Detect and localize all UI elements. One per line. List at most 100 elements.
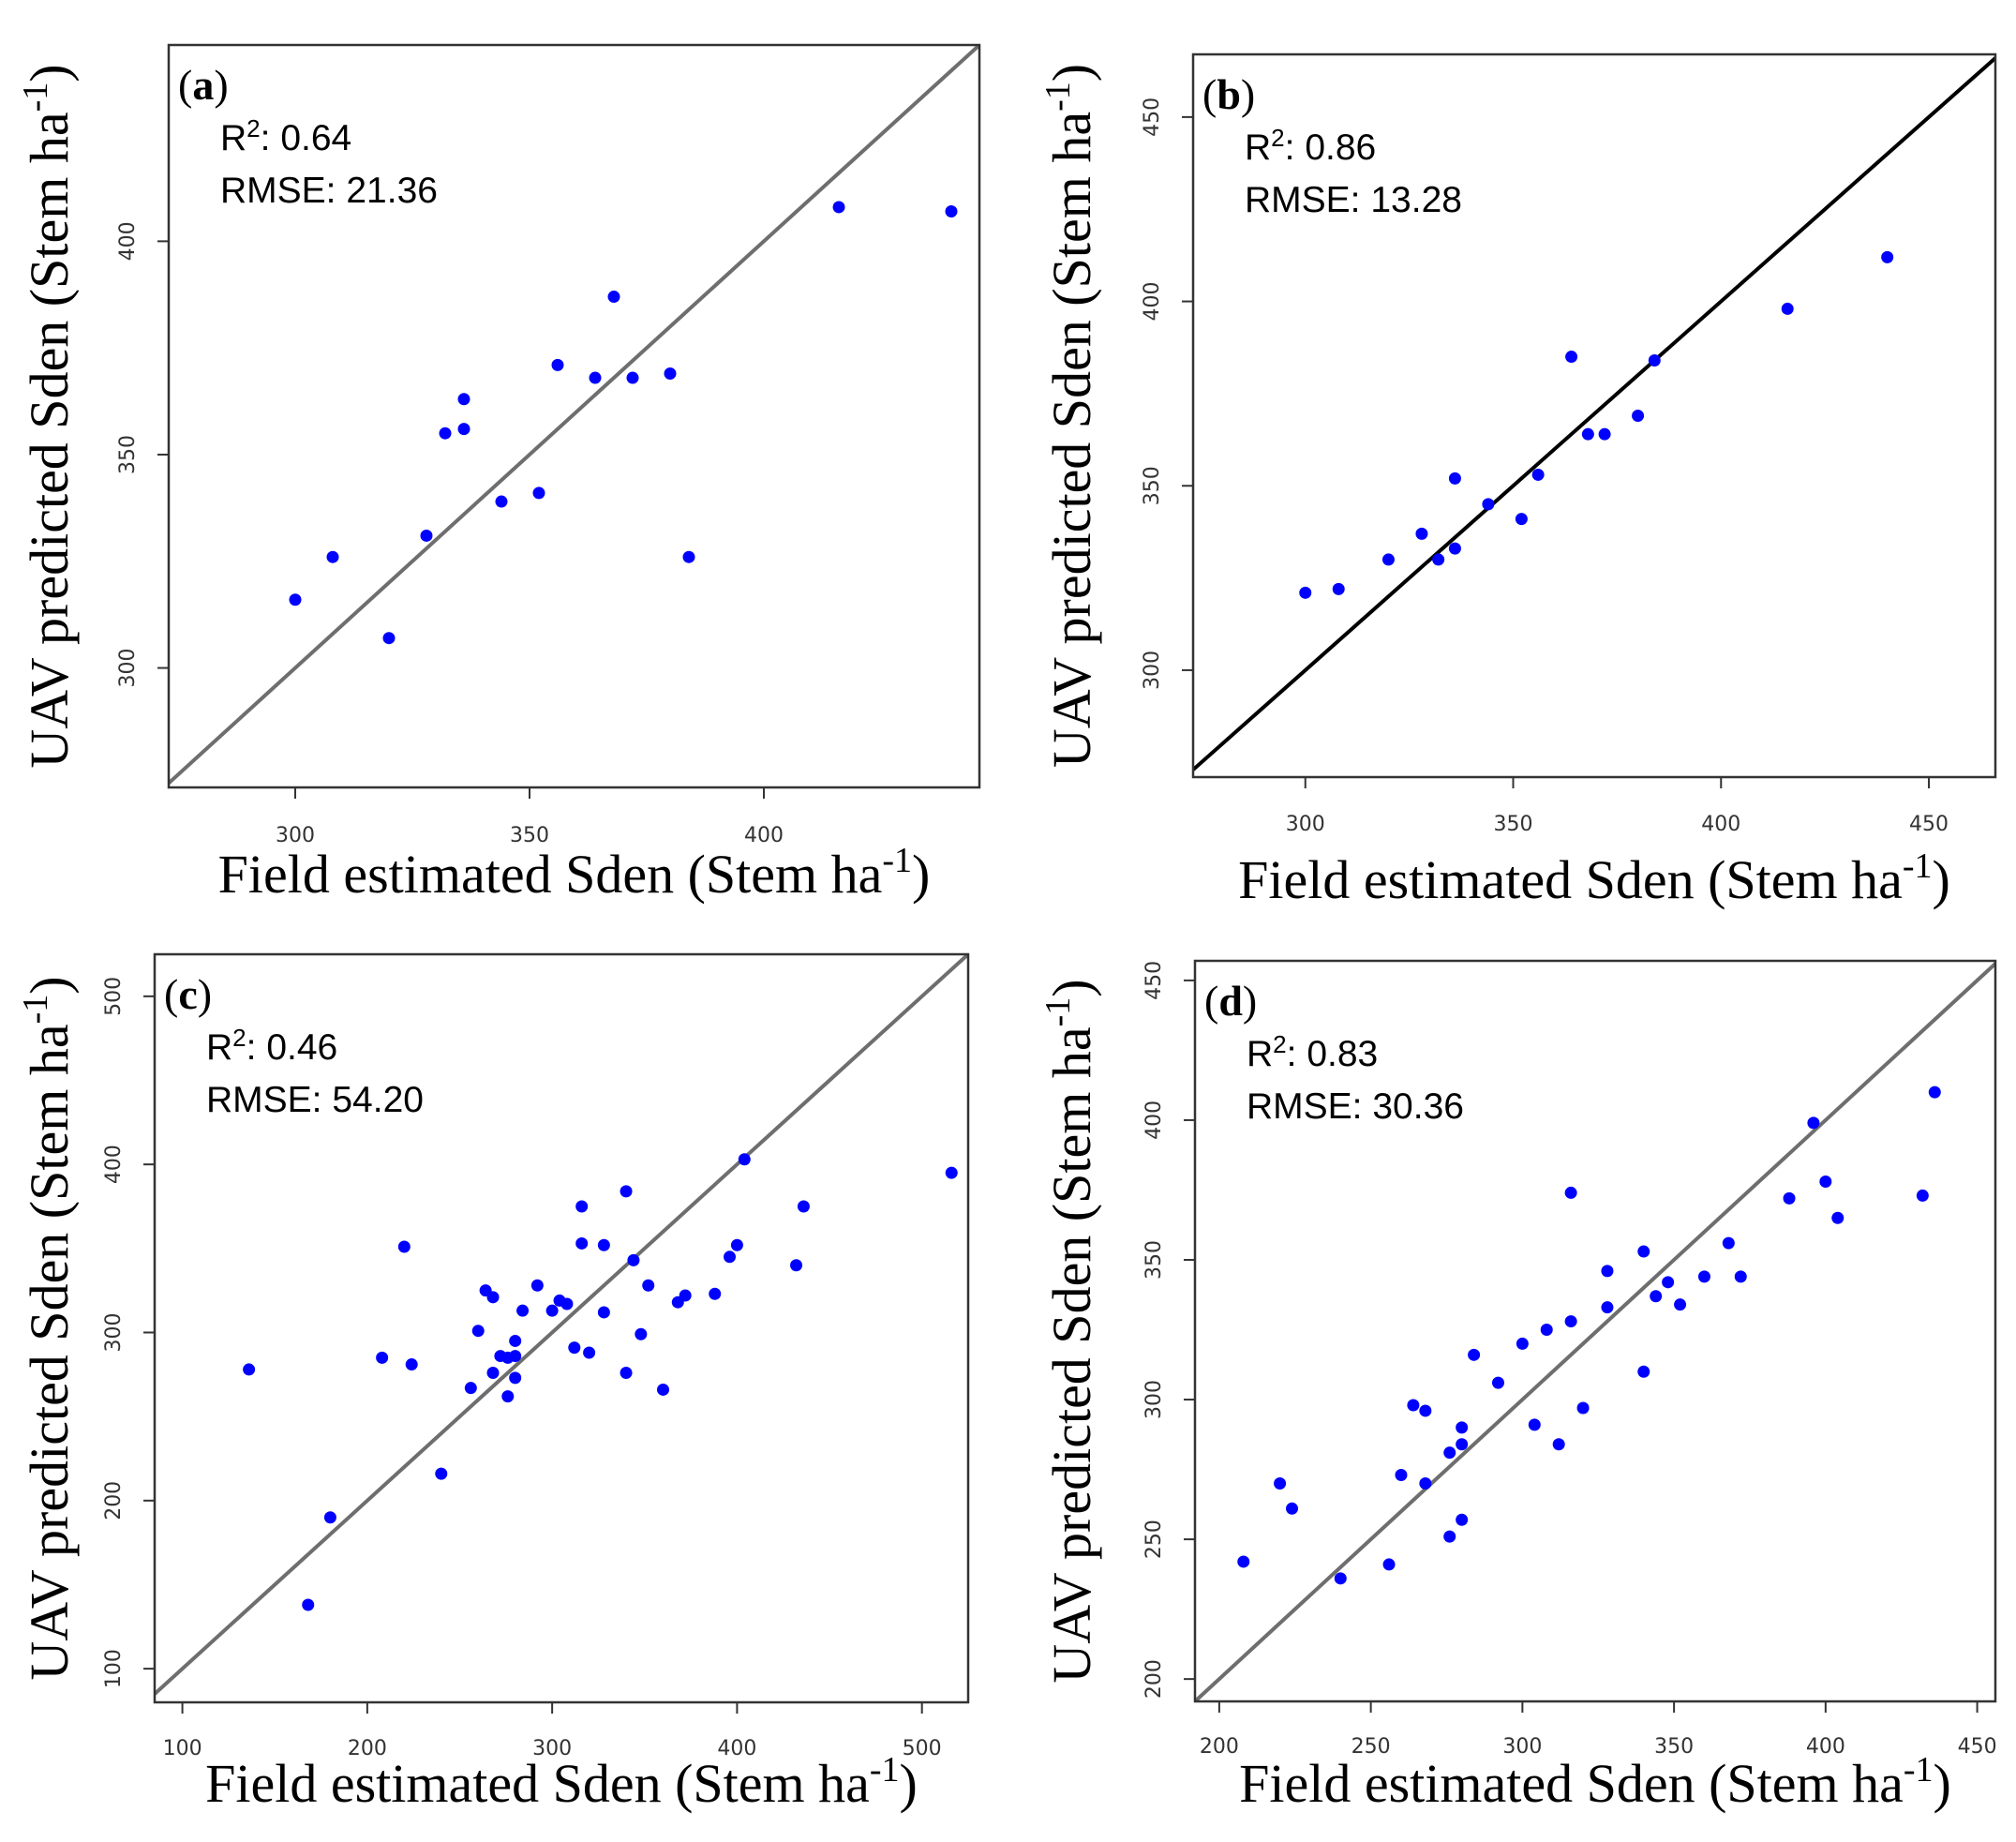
reference-line-1-1 [1193, 55, 1995, 772]
data-point [945, 205, 958, 218]
rmse-text: RMSE: 54.20 [206, 1080, 424, 1120]
y-tick-label: 300 [116, 649, 140, 688]
data-point [620, 1367, 633, 1380]
data-point [1448, 472, 1461, 485]
plot-frame [153, 952, 970, 1704]
data-point [1598, 427, 1611, 441]
data-point [376, 1351, 389, 1364]
panel-d: 200 250 300 350 400 450 200 250 300 350 400 450 (d) R… [1038, 959, 1997, 1814]
y-tick-label: 400 [1142, 1101, 1166, 1140]
x-tick-label: 400 [744, 824, 784, 847]
rmse-text: RMSE: 30.36 [1247, 1086, 1464, 1127]
y-tick-label: 400 [116, 221, 140, 261]
data-point [1565, 351, 1578, 364]
y-tick-label: 300 [1141, 651, 1164, 690]
data-point [1916, 1189, 1929, 1202]
data-point [530, 1279, 544, 1292]
data-point [1637, 1365, 1650, 1378]
x-tick-label: 350 [1654, 1735, 1694, 1759]
data-point [832, 201, 845, 214]
data-point [682, 550, 695, 563]
data-point [664, 367, 677, 380]
y-tick-label: 100 [102, 1649, 126, 1688]
data-point [1881, 250, 1894, 263]
data-point [1456, 1421, 1469, 1434]
data-point [1722, 1236, 1735, 1250]
x-tick-label: 300 [532, 1737, 572, 1760]
data-point [1601, 1265, 1614, 1278]
panel-tag: (d) [1204, 977, 1257, 1025]
data-point [471, 1325, 485, 1338]
data-point [420, 529, 433, 542]
data-point [635, 1327, 648, 1340]
data-point [1648, 353, 1661, 367]
data-point [1299, 586, 1312, 599]
data-point [1528, 1418, 1541, 1431]
reference-line-1-1 [1195, 961, 1995, 1701]
y-tick-label: 450 [1141, 97, 1164, 137]
data-point [575, 1200, 589, 1213]
data-point [1419, 1404, 1432, 1417]
data-point [486, 1291, 500, 1304]
data-point [790, 1259, 803, 1272]
data-point [1781, 302, 1794, 315]
data-point [626, 371, 639, 384]
data-point [1286, 1502, 1299, 1515]
data-point [1662, 1276, 1675, 1289]
data-point [1697, 1270, 1710, 1283]
data-point [1516, 1337, 1529, 1350]
data-point [545, 1304, 559, 1317]
y-tick-label: 350 [1141, 466, 1164, 505]
data-point [679, 1289, 692, 1302]
panel-a: 300 350 400 300 350 400 (a) R2: 0.64 RMSE: 21.36… [16, 43, 981, 905]
data-point [642, 1279, 655, 1292]
y-axis-title: UAV predicted Sden (Stem ha-1) [16, 976, 80, 1680]
data-point [1581, 427, 1594, 441]
data-point [1334, 1572, 1347, 1585]
rmse-text: RMSE: 13.28 [1245, 180, 1462, 220]
x-tick-label: 300 [1286, 813, 1325, 836]
data-point [382, 632, 396, 645]
data-point [1274, 1476, 1287, 1490]
data-point [1807, 1116, 1820, 1130]
data-point [1482, 498, 1495, 511]
data-point [1564, 1186, 1577, 1199]
data-point [289, 593, 302, 607]
data-point [597, 1238, 610, 1251]
data-point [1734, 1270, 1747, 1283]
data-point [551, 358, 564, 371]
data-point [1576, 1401, 1590, 1415]
y-tick-label: 350 [116, 435, 140, 474]
plot-frame [167, 43, 981, 789]
data-point [1650, 1290, 1663, 1303]
data-point [620, 1185, 633, 1198]
data-point [1819, 1176, 1832, 1189]
data-point [323, 1511, 336, 1524]
x-tick-label: 400 [717, 1737, 756, 1760]
data-point [302, 1598, 315, 1611]
data-point [1332, 582, 1345, 595]
data-point [607, 291, 620, 304]
x-tick-label: 250 [1351, 1735, 1391, 1759]
data-point [568, 1341, 581, 1355]
x-tick-label: 300 [276, 824, 315, 847]
x-tick-label: 450 [1909, 813, 1949, 836]
y-axis-title: UAV predicted Sden (Stem ha-1) [1038, 64, 1102, 768]
data-point [597, 1306, 610, 1319]
data-point [532, 487, 545, 500]
data-point [1637, 1245, 1650, 1258]
data-point [730, 1238, 743, 1251]
data-point [945, 1166, 958, 1179]
data-point [797, 1200, 810, 1213]
data-point [435, 1467, 448, 1480]
data-point [509, 1371, 522, 1385]
data-point [1468, 1348, 1481, 1361]
data-point [1491, 1376, 1504, 1389]
data-point [575, 1236, 589, 1250]
data-point [1407, 1399, 1420, 1412]
plot-frame [1191, 52, 1997, 779]
x-tick-label: 450 [1958, 1735, 1997, 1759]
x-tick-label: 350 [510, 824, 549, 847]
data-point [509, 1334, 522, 1347]
data-point [457, 423, 470, 436]
